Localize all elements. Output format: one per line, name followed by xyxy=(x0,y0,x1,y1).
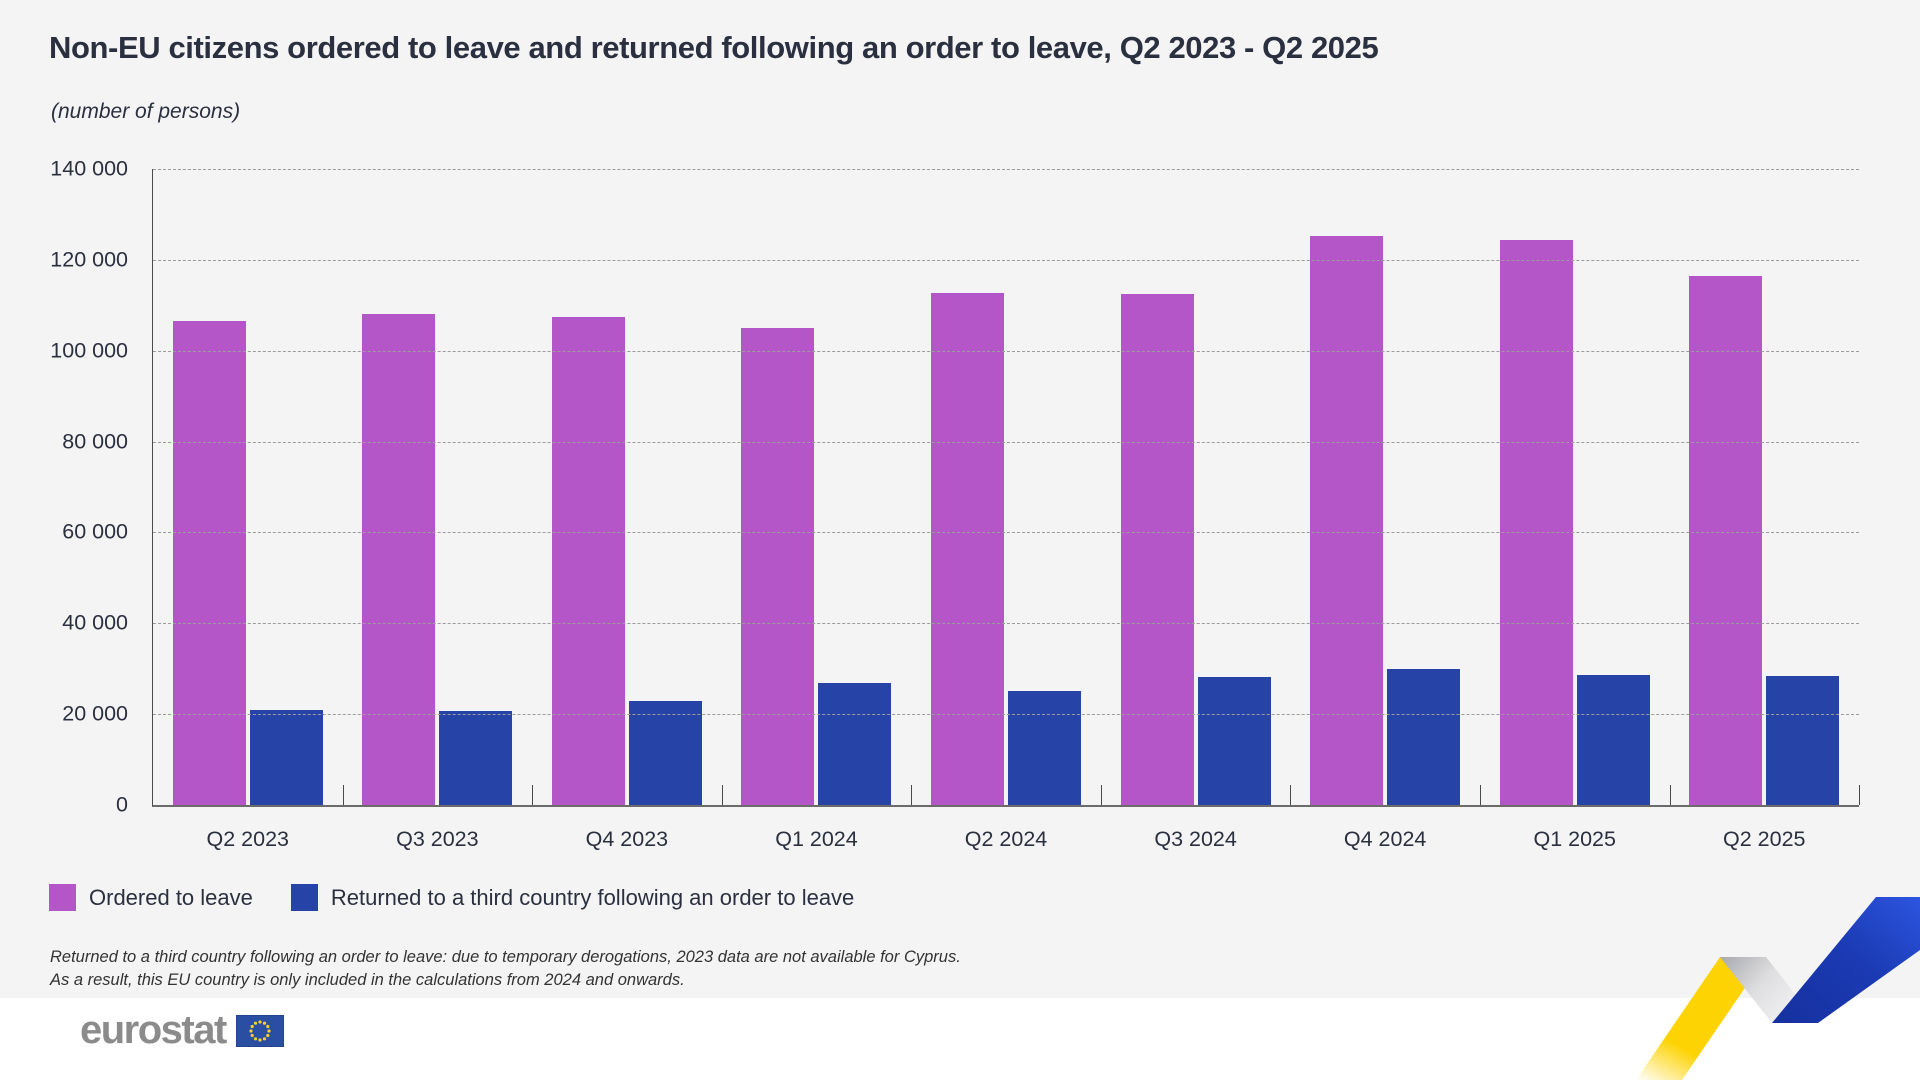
bar-ordered-to-leave xyxy=(1310,236,1384,805)
gridline xyxy=(153,259,1859,261)
bar-returned-to-third-country xyxy=(1766,675,1840,805)
x-axis-tick-label: Q2 2025 xyxy=(1723,827,1806,851)
y-axis-tick-label: 140 000 xyxy=(50,156,128,181)
bar-group: Q1 2025 xyxy=(1480,169,1671,851)
bar-group: Q3 2023 xyxy=(343,169,534,851)
footer-band: eurostat xyxy=(0,998,1920,1080)
bar-returned-to-third-country xyxy=(249,710,323,805)
footnote-line-1: Returned to a third country following an… xyxy=(50,948,961,966)
bar-ordered-to-leave xyxy=(931,293,1005,805)
x-axis-tick xyxy=(1290,785,1292,805)
x-axis-tick xyxy=(1669,785,1671,805)
bar-ordered-to-leave xyxy=(1499,240,1573,805)
bar-returned-to-third-country xyxy=(818,682,892,805)
x-axis-tick xyxy=(1479,785,1481,805)
gridline xyxy=(153,532,1859,534)
bar-group: Q3 2024 xyxy=(1101,169,1292,851)
x-axis-tick xyxy=(911,785,913,805)
x-axis-tick-label: Q3 2024 xyxy=(1154,827,1237,851)
bar-returned-to-third-country xyxy=(1387,668,1461,805)
gridline xyxy=(153,350,1859,352)
bar-group: Q2 2024 xyxy=(911,169,1102,851)
y-axis-tick-label: 20 000 xyxy=(62,701,128,726)
footnote-line-2: As a result, this EU country is only inc… xyxy=(50,971,685,989)
x-axis-tick-label: Q4 2024 xyxy=(1343,827,1427,851)
legend: Ordered to leave Returned to a third cou… xyxy=(49,884,854,911)
legend-swatch-returned-icon xyxy=(290,884,318,911)
y-axis-tick-label: 40 000 xyxy=(62,610,128,635)
legend-label: Ordered to leave xyxy=(89,884,253,910)
x-axis-tick xyxy=(342,785,344,805)
y-axis-tick-label: 120 000 xyxy=(50,247,128,272)
bar-ordered-to-leave xyxy=(362,314,436,805)
bar-ordered-to-leave xyxy=(741,328,815,805)
x-axis-tick xyxy=(1859,785,1861,805)
bar-group: Q4 2024 xyxy=(1290,169,1481,851)
legend-item-ordered-to-leave: Ordered to leave xyxy=(49,884,253,911)
bar-returned-to-third-country xyxy=(1197,677,1271,805)
x-axis-tick-label: Q4 2023 xyxy=(585,827,669,851)
x-axis-tick xyxy=(721,785,723,805)
x-axis-tick-label: Q2 2023 xyxy=(206,827,290,851)
y-axis-tick-label: 0 xyxy=(116,792,128,817)
legend-item-returned: Returned to a third country following an… xyxy=(290,884,855,911)
bar-group: Q2 2023 xyxy=(153,169,344,851)
eu-flag-icon xyxy=(235,1014,284,1047)
eurostat-logo: eurostat xyxy=(80,1008,284,1053)
gridline xyxy=(153,714,1859,716)
bar-returned-to-third-country xyxy=(1576,674,1650,805)
x-axis-tick-label: Q1 2025 xyxy=(1533,827,1616,851)
bar-ordered-to-leave xyxy=(1689,275,1763,805)
bar-ordered-to-leave xyxy=(551,316,625,805)
y-axis-tick-label: 60 000 xyxy=(62,519,128,544)
bar-ordered-to-leave xyxy=(172,321,246,805)
bar-group: Q1 2024 xyxy=(722,169,913,851)
x-axis-tick xyxy=(532,785,534,805)
bar-group: Q4 2023 xyxy=(532,169,723,851)
bar-ordered-to-leave xyxy=(1120,294,1194,805)
gridline xyxy=(153,441,1859,443)
bar-returned-to-third-country xyxy=(1008,690,1082,805)
chart-unit-label: (number of persons) xyxy=(51,100,241,123)
eurostat-logo-text: eurostat xyxy=(80,1008,227,1052)
x-axis-tick xyxy=(1100,785,1102,805)
bar-returned-to-third-country xyxy=(628,700,702,805)
bar-groups: Q2 2023 Q3 2023 Q4 2023 Q1 2024 Q2 2024 Q3 20… xyxy=(153,169,1861,851)
y-axis-tick-label: 80 000 xyxy=(62,429,128,454)
footnote: Returned to a third country following an… xyxy=(50,946,961,992)
legend-swatch-ordered-icon xyxy=(49,884,76,911)
gridline xyxy=(153,623,1859,625)
bar-returned-to-third-country xyxy=(439,711,513,805)
x-axis-tick-label: Q2 2024 xyxy=(964,827,1048,851)
x-axis-tick-label: Q1 2024 xyxy=(775,827,858,851)
legend-label: Returned to a third country following an… xyxy=(330,884,855,910)
bar-group: Q2 2025 xyxy=(1670,169,1861,851)
gridline xyxy=(153,169,1859,170)
y-axis-tick-label: 100 000 xyxy=(50,338,128,363)
eurostat-ribbon-graphic xyxy=(1636,897,1920,1080)
plot-area: Q2 2023 Q3 2023 Q4 2023 Q1 2024 Q2 2024 Q3 20… xyxy=(50,157,1861,851)
x-axis-tick-label: Q3 2023 xyxy=(396,827,479,851)
page-title: Non-EU citizens ordered to leave and ret… xyxy=(49,30,1379,65)
